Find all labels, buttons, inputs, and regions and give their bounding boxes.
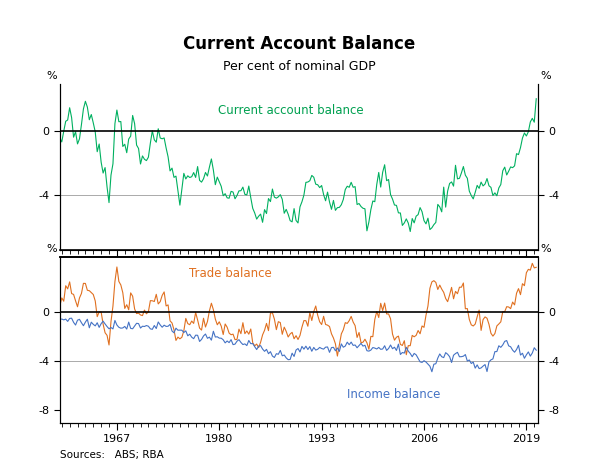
Text: %: %: [47, 71, 57, 81]
Text: Trade balance: Trade balance: [189, 267, 271, 280]
Text: %: %: [541, 243, 551, 254]
Text: Sources:   ABS; RBA: Sources: ABS; RBA: [60, 450, 163, 460]
Text: Per cent of nominal GDP: Per cent of nominal GDP: [222, 60, 376, 73]
Text: Current Account Balance: Current Account Balance: [183, 35, 415, 53]
Text: %: %: [47, 243, 57, 254]
Text: Current account balance: Current account balance: [218, 104, 364, 117]
Text: %: %: [541, 71, 551, 81]
Text: Income balance: Income balance: [347, 388, 440, 401]
